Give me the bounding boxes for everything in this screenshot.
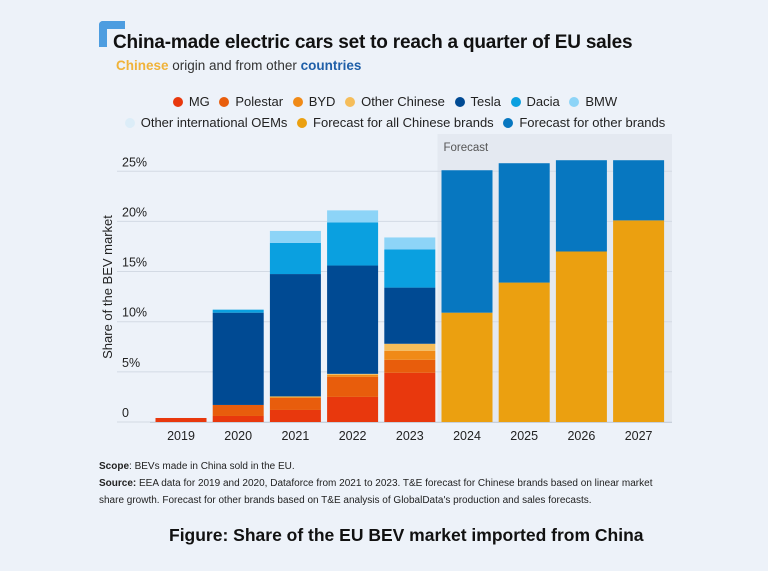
source-text: EEA data for 2019 and 2020, Dataforce fr…	[99, 478, 653, 506]
legend-item[interactable]: Dacia	[510, 92, 560, 112]
bar-segment-byd	[327, 374, 379, 377]
bar-segment-other-chinese	[384, 343, 436, 351]
bar-segment-forecast-for-all-chinese-brands	[555, 251, 607, 422]
legend-label: Forecast for other brands	[519, 115, 666, 130]
y-tick-label: 5%	[122, 356, 140, 370]
bar-segment-bmw	[269, 230, 321, 243]
bar-segment-tesla	[212, 312, 264, 405]
legend-dot-icon	[219, 97, 230, 107]
bar-segment-byd	[384, 350, 436, 360]
legend-label: MG	[188, 94, 210, 109]
legend-item[interactable]: BMW	[569, 92, 617, 112]
source-label: Source:	[99, 478, 137, 489]
x-tick-label: 2025	[510, 429, 538, 443]
bar-segment-other-chinese	[327, 373, 379, 375]
bar-segment-dacia	[384, 249, 436, 288]
subtitle-chinese: Chinese	[116, 58, 169, 73]
bar-segment-bmw	[384, 237, 436, 250]
legend-dot-icon	[503, 118, 514, 128]
chart-title: China-made electric cars set to reach a …	[113, 32, 633, 53]
x-tick-label: 2027	[625, 429, 653, 443]
bar-segment-polestar	[327, 376, 379, 397]
bar-segment-forecast-for-other-brands	[441, 170, 493, 313]
legend-item[interactable]: Other Chinese	[345, 92, 445, 112]
bar-segment-forecast-for-all-chinese-brands	[613, 220, 665, 422]
legend-label: Polestar	[235, 94, 284, 109]
y-tick-label: 20%	[122, 205, 147, 219]
legend-label: Forecast for all Chinese brands	[313, 115, 494, 130]
bar-segment-tesla	[269, 274, 321, 397]
legend-item[interactable]: Forecast for all Chinese brands	[297, 113, 494, 133]
legend-label: BYD	[308, 94, 336, 109]
scope-text: : BEVs made in China sold in the EU.	[129, 461, 295, 472]
bar-segment-mg	[327, 396, 379, 422]
bar-segment-mg	[155, 417, 207, 422]
legend-dot-icon	[172, 97, 183, 107]
footnote: Scope: BEVs made in China sold in the EU…	[99, 458, 679, 509]
y-tick-label: 15%	[122, 256, 147, 270]
subtitle-countries: countries	[300, 58, 362, 73]
x-tick-label: 2026	[567, 429, 595, 443]
bar-segment-polestar	[269, 397, 321, 410]
legend-dot-icon	[124, 118, 135, 128]
legend-item[interactable]: BYD	[292, 92, 336, 112]
legend-dot-icon	[569, 97, 580, 107]
legend-label: Other Chinese	[361, 94, 445, 109]
subtitle-middle: origin and from other	[168, 58, 301, 73]
bar-segment-byd	[269, 396, 321, 398]
bar-segment-polestar	[212, 404, 264, 416]
bar-segment-forecast-for-other-brands	[555, 160, 607, 252]
legend-item[interactable]: MG	[172, 92, 210, 112]
bar-segment-forecast-for-all-chinese-brands	[441, 312, 493, 422]
x-tick-label: 2021	[281, 429, 309, 443]
footnote-scope: Scope: BEVs made in China sold in the EU…	[99, 458, 679, 475]
legend-label: Dacia	[526, 94, 560, 109]
footnote-source: Source: EEA data for 2019 and 2020, Data…	[99, 475, 679, 509]
bar-segment-forecast-for-all-chinese-brands	[498, 282, 550, 422]
x-tick-label: 2019	[167, 429, 195, 443]
legend-dot-icon	[297, 118, 308, 128]
bar-segment-forecast-for-other-brands	[498, 163, 550, 283]
bar-segment-other-chinese	[269, 396, 321, 398]
forecast-label: Forecast	[444, 142, 490, 154]
figure-caption: Figure: Share of the EU BEV market impor…	[169, 525, 644, 545]
legend: MG Polestar BYD Other Chinese Tesla Daci…	[100, 92, 690, 134]
bar-segment-tesla	[384, 287, 436, 344]
legend-row-2: Other international OEMs Forecast for al…	[100, 113, 690, 134]
bar-segment-polestar	[384, 359, 436, 373]
legend-row-1: MG Polestar BYD Other Chinese Tesla Daci…	[100, 92, 690, 113]
scope-label: Scope	[99, 461, 130, 472]
legend-label: BMW	[585, 94, 618, 109]
y-tick-label: 0	[122, 406, 129, 420]
bar-segment-dacia	[327, 222, 379, 266]
legend-dot-icon	[510, 97, 521, 107]
legend-label: Other international OEMs	[140, 115, 288, 130]
bar-segment-bmw	[327, 210, 379, 223]
y-tick-label: 25%	[122, 155, 147, 169]
legend-dot-icon	[345, 97, 356, 107]
y-tick-label: 10%	[122, 306, 147, 320]
legend-dot-icon	[454, 97, 465, 107]
x-tick-label: 2023	[396, 429, 424, 443]
bar-segment-mg	[212, 415, 264, 422]
legend-item[interactable]: Other international OEMs	[124, 113, 288, 133]
x-tick-label: 2024	[453, 429, 481, 443]
title-corner-accent	[99, 21, 125, 47]
legend-item[interactable]: Tesla	[454, 92, 501, 112]
chart-subtitle: Chinese origin and from other countries	[116, 58, 361, 73]
bar-segment-mg	[269, 409, 321, 422]
bar-segment-mg	[384, 372, 436, 422]
x-tick-label: 2022	[339, 429, 367, 443]
legend-label: Tesla	[470, 94, 501, 109]
y-axis-label: Share of the BEV market	[100, 215, 115, 359]
bar-segment-dacia	[212, 309, 264, 313]
bar-segment-tesla	[327, 265, 379, 374]
legend-item[interactable]: Forecast for other brands	[503, 113, 665, 133]
bar-segment-forecast-for-other-brands	[613, 160, 665, 221]
bar-segment-dacia	[269, 242, 321, 275]
legend-dot-icon	[292, 97, 303, 107]
x-tick-label: 2020	[224, 429, 252, 443]
legend-item[interactable]: Polestar	[219, 92, 283, 112]
